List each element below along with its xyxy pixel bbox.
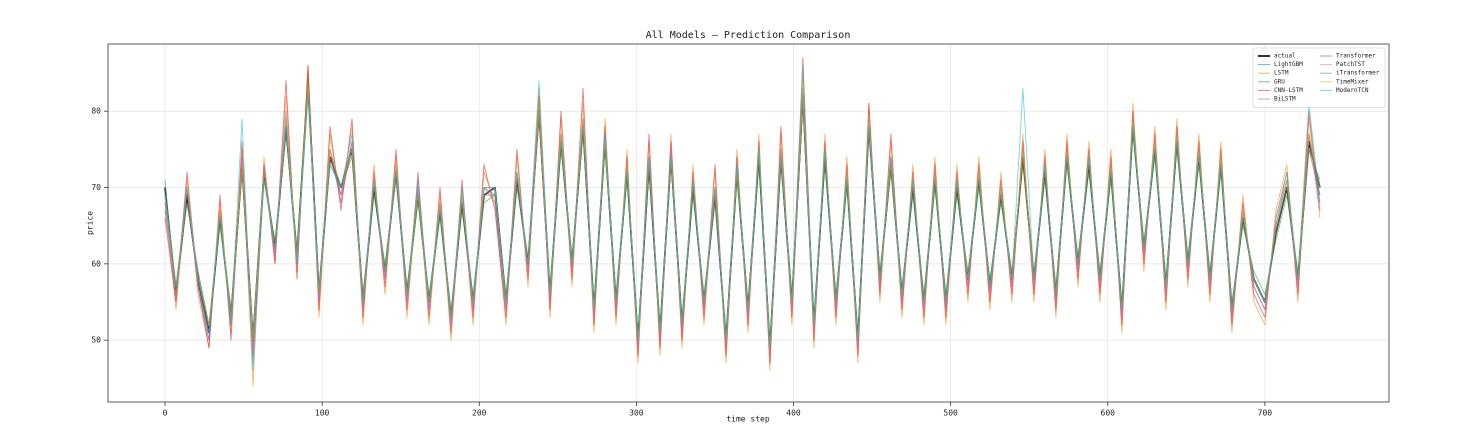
series-line <box>164 87 1321 341</box>
y-tick-label: 50 <box>91 336 101 345</box>
series-line <box>164 79 1321 349</box>
x-tick-label: 0 <box>163 409 168 418</box>
x-tick-label: 500 <box>943 409 958 418</box>
legend-label: LSTM <box>1274 70 1289 77</box>
x-tick-label: 300 <box>629 409 644 418</box>
x-tick-label: 400 <box>786 409 801 418</box>
y-tick-label: 70 <box>91 183 101 192</box>
y-tick-label: 60 <box>91 259 101 268</box>
y-axis-label: price <box>86 211 95 235</box>
legend-label: LightGBM <box>1274 61 1303 68</box>
legend-label: PatchTST <box>1336 61 1365 68</box>
legend-label: iTransformer <box>1336 70 1380 77</box>
legend-label: Transformer <box>1336 53 1376 60</box>
series-line <box>164 64 1321 372</box>
series-line <box>164 57 1321 364</box>
y-tick-label: 80 <box>91 107 101 116</box>
legend-label: GRU <box>1274 78 1285 85</box>
x-tick-label: 700 <box>1258 409 1273 418</box>
plot-frame <box>107 43 1390 403</box>
x-tick-label: 200 <box>472 409 487 418</box>
x-tick-label: 100 <box>315 409 330 418</box>
x-tick-label: 600 <box>1101 409 1116 418</box>
legend-label: BiLSTM <box>1274 96 1296 103</box>
legend-label: CNN-LSTM <box>1274 87 1303 94</box>
series-line <box>164 80 1321 349</box>
x-axis-label: time step <box>726 415 770 424</box>
legend-label: actual <box>1274 53 1296 60</box>
series-line <box>164 72 1321 356</box>
legend-label: ModernTCN <box>1336 87 1369 94</box>
chart-title: All Models — Prediction Comparison <box>646 30 851 41</box>
legend-label: TimeMixer <box>1336 78 1369 85</box>
legend-box <box>1252 47 1386 108</box>
